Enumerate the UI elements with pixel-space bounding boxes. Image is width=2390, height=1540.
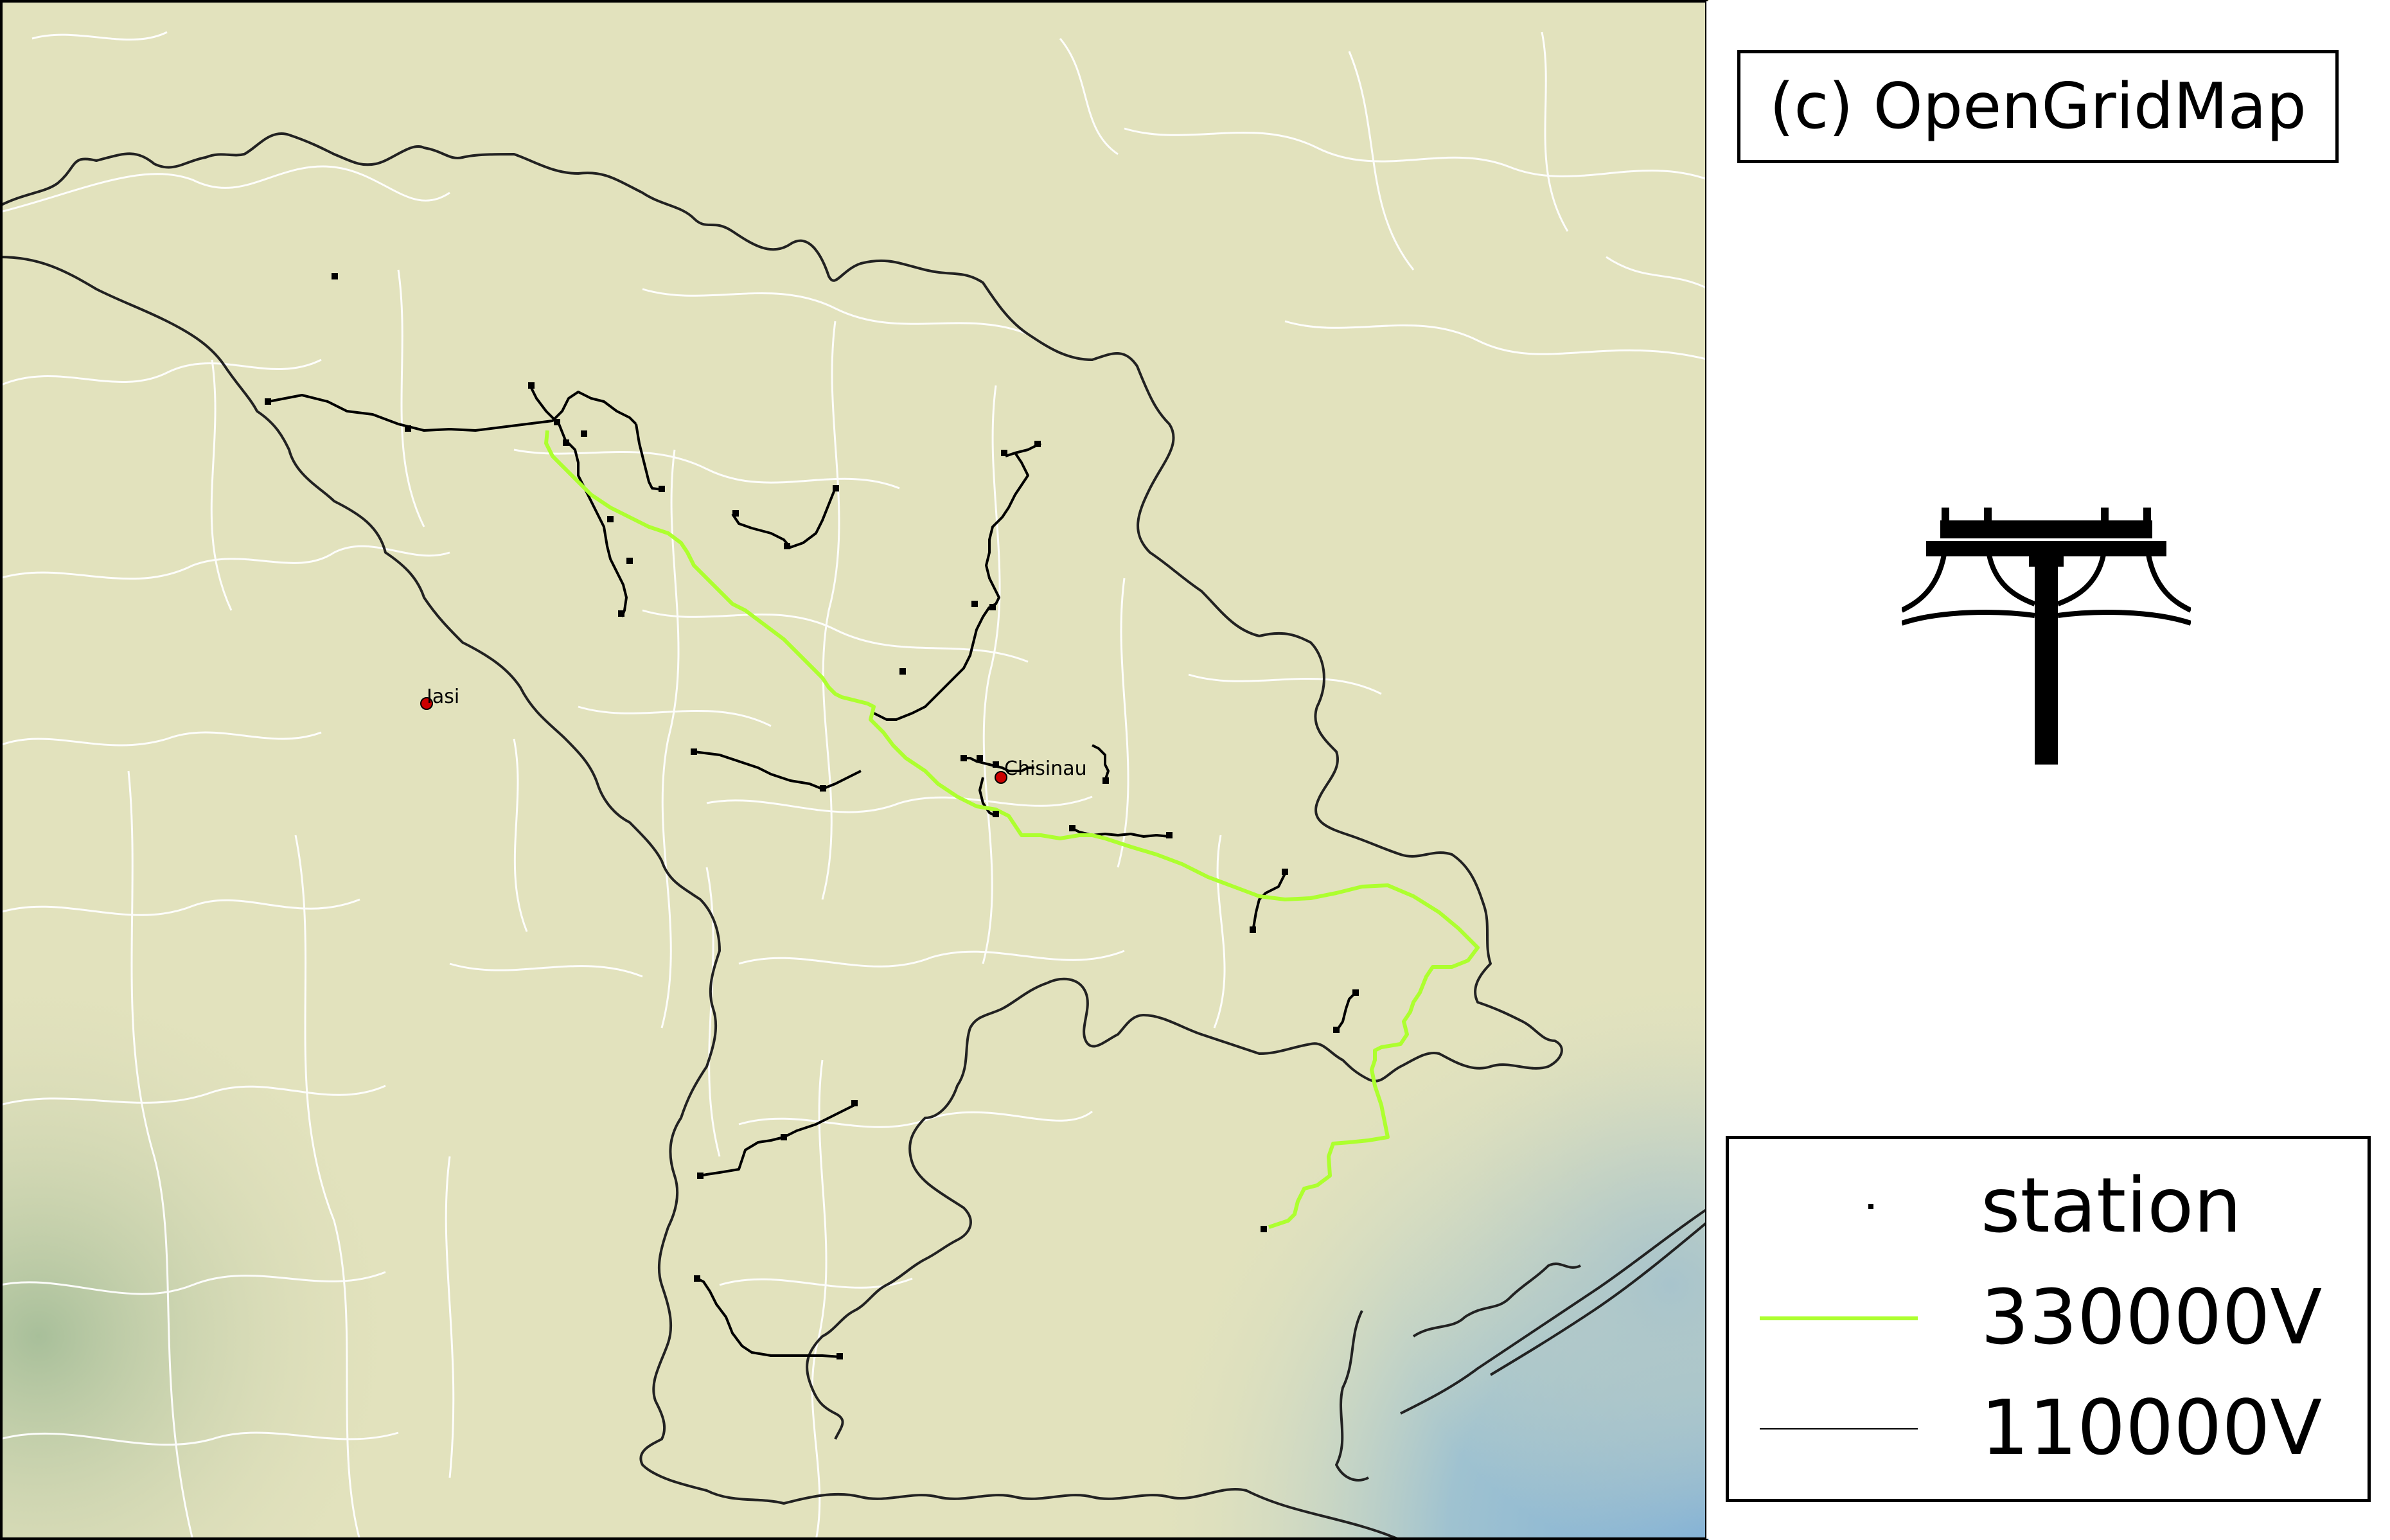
- station-marker: [1166, 832, 1173, 838]
- station-marker: [732, 510, 739, 517]
- station-marker: [1001, 450, 1007, 456]
- line-110kv-swatch-icon: [1760, 1374, 1918, 1483]
- station-marker: [1069, 825, 1076, 831]
- admin-borders: [0, 31, 1709, 1540]
- city-chisinau: Chisinau: [995, 757, 1087, 784]
- station-marker: [784, 543, 790, 549]
- station-marker: [554, 419, 560, 425]
- copyright-box: (c) OpenGridMap: [1737, 50, 2339, 163]
- station-marker: [820, 785, 826, 792]
- station-marker: [528, 382, 535, 389]
- station-marker: [332, 273, 338, 279]
- station-marker: [899, 668, 906, 675]
- station-marker: [836, 1353, 843, 1359]
- legend-item-330kv: 330000V: [1729, 1264, 2368, 1373]
- city-marker: [420, 697, 433, 710]
- legend-panel: [1706, 1, 2389, 1539]
- station-marker: [691, 748, 697, 755]
- legend-item-110kv: 110000V: [1729, 1374, 2368, 1483]
- delta-shading: [0, 0, 1709, 1540]
- station-marker: [1261, 1226, 1267, 1232]
- station-marker: [1333, 1027, 1340, 1033]
- line-330kv-swatch-icon: [1760, 1264, 1918, 1373]
- station-marker: [781, 1134, 787, 1140]
- station-marker: [851, 1100, 858, 1106]
- city-label: Iasi: [427, 686, 459, 708]
- station-marker: [626, 558, 633, 564]
- station-marker: [971, 601, 978, 607]
- station-marker: [697, 1173, 704, 1179]
- legend-label: 110000V: [1981, 1383, 2323, 1472]
- city-marker: [995, 771, 1007, 784]
- station-marker: [607, 516, 614, 522]
- city-iasi: Iasi: [420, 686, 459, 710]
- station-marker: [1282, 869, 1288, 875]
- city-label: Chisinau: [1004, 757, 1087, 780]
- legend-label: station: [1981, 1161, 2242, 1250]
- station-marker: [1250, 926, 1256, 933]
- station-marker: [833, 485, 839, 491]
- map-canvas[interactable]: Iasi Chisinau: [0, 0, 1709, 1540]
- station-marker: [659, 486, 665, 492]
- station-marker: [1352, 989, 1359, 996]
- station-marker: [618, 610, 624, 617]
- legend-label: 330000V: [1981, 1273, 2323, 1361]
- legend-item-station: station: [1729, 1152, 2368, 1261]
- stations: [265, 273, 1359, 1359]
- country-borders: [0, 132, 1709, 1540]
- lines-110kv: [268, 385, 1357, 1358]
- station-marker: [1102, 777, 1109, 784]
- power-pylon-icon: [1900, 508, 2192, 780]
- legend-box: station 330000V 110000V: [1726, 1136, 2371, 1502]
- station-marker: [1034, 441, 1041, 447]
- station-swatch-icon: [1760, 1152, 1918, 1261]
- station-marker: [694, 1275, 700, 1282]
- station-marker: [989, 604, 996, 610]
- station-marker: [405, 425, 411, 432]
- station-marker: [977, 755, 983, 761]
- station-marker: [563, 439, 569, 446]
- station-marker: [993, 811, 999, 817]
- copyright-text: (c) OpenGridMap: [1769, 70, 2306, 143]
- station-marker: [581, 430, 587, 437]
- station-marker: [960, 755, 967, 761]
- station-marker: [993, 761, 999, 768]
- station-marker: [265, 398, 271, 405]
- line-330kv: [544, 430, 1480, 1229]
